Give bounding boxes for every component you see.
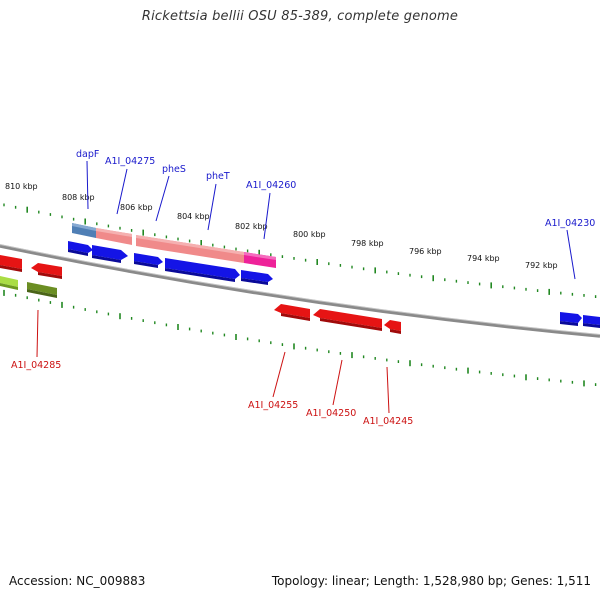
gene-label-a1i-04250[interactable]: A1I_04250 (306, 408, 356, 419)
figure-title: Rickettsia bellii OSU 85-389, complete g… (141, 9, 459, 24)
gene-label-a1i-04245[interactable]: A1I_04245 (363, 416, 413, 427)
gene-label-phes[interactable]: pheS (162, 164, 186, 175)
gene-arrow-forward[interactable] (560, 312, 582, 326)
kbp-label-794: 794 kbp (467, 254, 500, 263)
genome-summary-text: Topology: linear; Length: 1,528,980 bp; … (271, 574, 591, 588)
kbp-label-804: 804 kbp (177, 212, 210, 221)
genome-backbone (0, 244, 600, 338)
gene-labels-bottom: A1I_04285 A1I_04255 A1I_04250 A1I_04245 (11, 360, 413, 427)
gene-arrow-reverse[interactable] (313, 309, 382, 331)
accession-text: Accession: NC_009883 (9, 574, 146, 588)
lower-scale-ticks (3, 289, 597, 387)
gene-arrow-reverse[interactable] (31, 263, 62, 279)
gene-label-a1i-04275[interactable]: A1I_04275 (105, 156, 155, 167)
gene-arrow-forward[interactable] (134, 253, 163, 268)
gene-arrow-reverse[interactable] (0, 255, 22, 272)
gene-label-a1i-04255[interactable]: A1I_04255 (248, 400, 298, 411)
gene-arrow-forward[interactable] (583, 315, 600, 328)
kbp-label-808: 808 kbp (62, 193, 95, 202)
gene-label-phet[interactable]: pheT (206, 171, 230, 182)
gene-label-dapf[interactable]: dapF (76, 149, 99, 160)
gene-arrow-forward[interactable] (165, 258, 240, 282)
kbp-label-802: 802 kbp (235, 222, 268, 231)
reverse-genes (0, 255, 401, 334)
gene-arrow-forward[interactable] (68, 241, 93, 256)
kbp-label-798: 798 kbp (351, 239, 384, 248)
gene-label-a1i-04285[interactable]: A1I_04285 (11, 360, 61, 371)
gene-label-a1i-04260[interactable]: A1I_04260 (246, 180, 296, 191)
gene-labels-top: dapF A1I_04275 pheS pheT A1I_04260 A1I_0… (76, 149, 595, 229)
kbp-label-796: 796 kbp (409, 247, 442, 256)
kbp-label-800: 800 kbp (293, 230, 326, 239)
gene-arrow-forward[interactable] (241, 270, 273, 285)
gene-arrow-lime[interactable] (0, 276, 18, 290)
leader-lines-top (86, 160, 576, 280)
gene-arrow-olive[interactable] (27, 282, 57, 298)
kbp-label-810: 810 kbp (5, 182, 38, 191)
forward-genes (68, 241, 600, 328)
gene-arrow-reverse[interactable] (274, 304, 310, 321)
scale-labels: 810 kbp 808 kbp 806 kbp 804 kbp 802 kbp … (5, 182, 558, 270)
gene-arrow-reverse[interactable] (384, 320, 401, 334)
kbp-label-792: 792 kbp (525, 261, 558, 270)
gene-label-a1i-04230[interactable]: A1I_04230 (545, 218, 595, 229)
feature-bars (72, 223, 276, 268)
gene-arrow-forward[interactable] (92, 245, 128, 263)
leader-lines-bottom (36, 309, 390, 414)
kbp-label-806: 806 kbp (120, 203, 153, 212)
